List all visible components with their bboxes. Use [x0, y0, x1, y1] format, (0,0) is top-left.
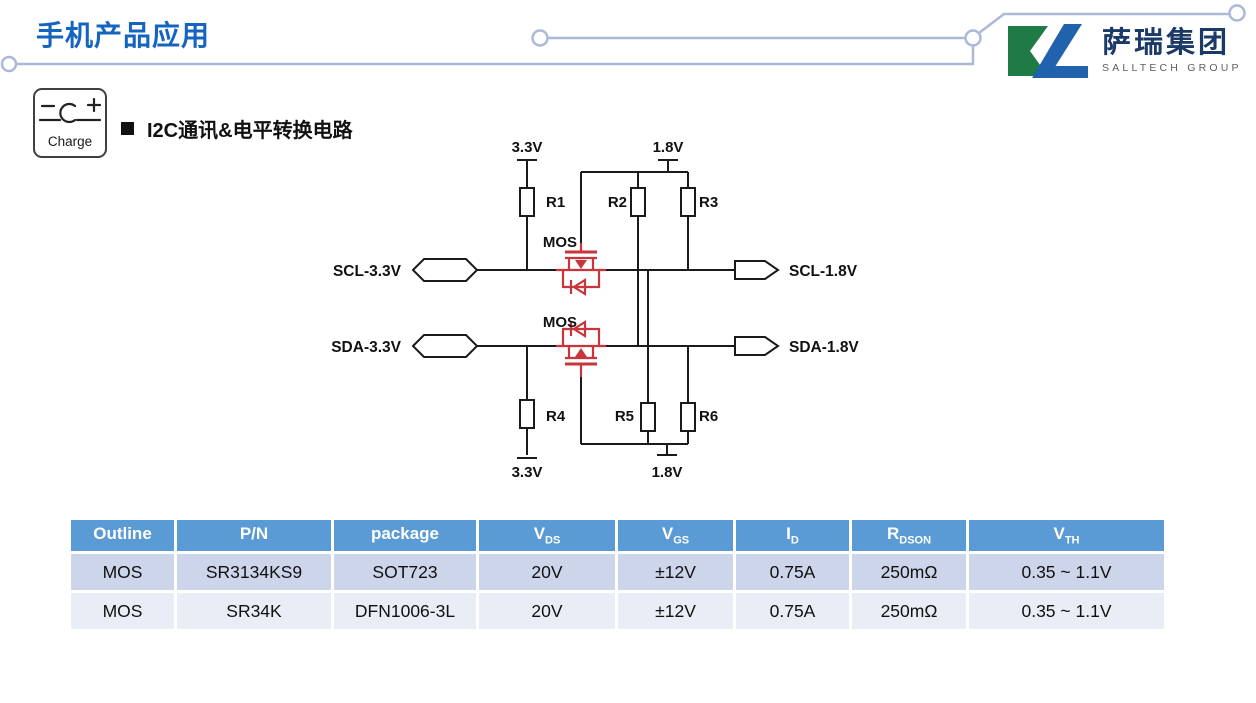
port-scl-left-label: SCL-3.3V [333, 263, 402, 280]
port-sda-left-shape [411, 334, 479, 358]
col-part-number: P/N [177, 520, 331, 551]
cell-id: 0.75A [736, 593, 849, 629]
resistor-r4 [519, 399, 535, 429]
charge-battery-icon [38, 97, 102, 124]
port-scl-right-label: SCL-1.8V [789, 263, 858, 280]
cell-vds: 20V [479, 593, 615, 629]
port-sda-right-label: SDA-1.8V [789, 339, 859, 356]
col-id: ID [736, 520, 849, 551]
cell-package: SOT723 [334, 554, 476, 590]
mos2-label: MOS [543, 314, 577, 331]
i2c-level-shift-circuit-diagram: 3.3V 1.8V R1 R2 R3 MOS SCL-3.3V SCL-1.8V… [331, 139, 859, 481]
cell-package: DFN1006-3L [334, 593, 476, 629]
cell-id: 0.75A [736, 554, 849, 590]
section-heading: I2C通讯&电平转换电路 [121, 114, 353, 143]
charge-label: Charge [47, 134, 93, 149]
logo-mark-icon [1008, 24, 1088, 78]
r6-label: R6 [699, 408, 718, 425]
mos2-symbol [556, 319, 606, 377]
cell-vth: 0.35 ~ 1.1V [969, 554, 1164, 590]
port-sda-left-label: SDA-3.3V [331, 339, 401, 356]
table-row: MOS SR34K DFN1006-3L 20V ±12V 0.75A 250m… [71, 593, 1164, 629]
charge-card: Charge [33, 88, 107, 158]
resistor-bodies [519, 187, 696, 432]
cell-part-number: SR34K [177, 593, 331, 629]
resistor-r6 [680, 402, 696, 432]
cell-part-number: SR3134KS9 [177, 554, 331, 590]
cell-outline: MOS [71, 593, 174, 629]
r1-label: R1 [546, 194, 565, 211]
spec-table: Outline P/N package VDS VGS ID RDSON VTH… [68, 517, 1167, 632]
mos1-symbol [556, 243, 606, 297]
logo-subtitle: SALLTECH GROUP [1102, 62, 1242, 75]
circuit-wires [477, 159, 735, 459]
resistor-r2 [630, 187, 646, 217]
table-row: MOS SR3134KS9 SOT723 20V ±12V 0.75A 250m… [71, 554, 1164, 590]
logo: 萨瑞集团 SALLTECH GROUP [1008, 24, 1242, 78]
section-heading-text: I2C通讯&电平转换电路 [147, 120, 353, 142]
col-vgs: VGS [618, 520, 733, 551]
col-rdson: RDSON [852, 520, 966, 551]
rail-3v3-bottom-label: 3.3V [512, 464, 543, 481]
resistor-r1 [519, 187, 535, 217]
cell-vgs: ±12V [618, 554, 733, 590]
col-vds: VDS [479, 520, 615, 551]
cell-rdson: 250mΩ [852, 554, 966, 590]
rail-3v3-top-label: 3.3V [512, 139, 543, 156]
resistor-r3 [680, 187, 696, 217]
rail-1v8-top-label: 1.8V [653, 139, 684, 156]
table-header-row: Outline P/N package VDS VGS ID RDSON VTH [71, 520, 1164, 551]
page-title: 手机产品应用 [36, 20, 211, 51]
logo-company-name: 萨瑞集团 [1102, 26, 1231, 59]
r4-label: R4 [546, 408, 566, 425]
mos1-label: MOS [543, 234, 577, 251]
r5-label: R5 [615, 408, 634, 425]
cell-outline: MOS [71, 554, 174, 590]
resistor-r5 [640, 402, 656, 432]
col-outline: Outline [71, 520, 174, 551]
r2-label: R2 [608, 194, 627, 211]
col-vth: VTH [969, 520, 1164, 551]
cell-vds: 20V [479, 554, 615, 590]
port-scl-right-shape [734, 260, 780, 280]
header-trace-decoration [0, 4, 1246, 73]
r3-label: R3 [699, 194, 718, 211]
cell-rdson: 250mΩ [852, 593, 966, 629]
cell-vth: 0.35 ~ 1.1V [969, 593, 1164, 629]
port-sda-right-shape [734, 336, 780, 356]
port-connectors [411, 258, 780, 358]
port-scl-left-shape [411, 258, 479, 282]
bullet-square-icon [121, 122, 134, 135]
rail-1v8-bottom-label: 1.8V [652, 464, 683, 481]
col-package: package [334, 520, 476, 551]
cell-vgs: ±12V [618, 593, 733, 629]
